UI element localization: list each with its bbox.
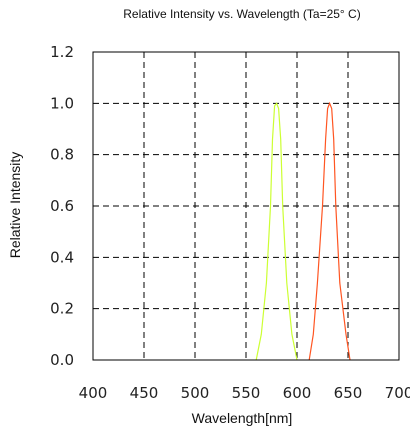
y-tick-label: 0.0 [50, 351, 74, 369]
y-tick-label: 1.2 [50, 43, 74, 61]
y-tick-label: 1.0 [50, 94, 74, 112]
series-line-2 [308, 101, 351, 361]
y-tick-label: 0.8 [50, 146, 74, 164]
x-tick-label: 550 [232, 384, 261, 402]
series-line-1 [255, 102, 298, 361]
x-tick-label: 500 [181, 384, 210, 402]
x-tick-label: 400 [79, 384, 108, 402]
y-tick-label: 0.6 [50, 197, 74, 215]
x-tick-label: 600 [283, 384, 312, 402]
grid [93, 52, 399, 360]
x-axis-ticks: 400 450 500 550 600 650 700 [79, 384, 410, 402]
y-axis-ticks: 0.0 0.2 0.4 0.6 0.8 1.0 1.2 [50, 43, 74, 369]
x-axis-label: Wavelength[nm] [192, 410, 293, 426]
y-axis-label: Relative Intensity [7, 152, 23, 259]
x-tick-label: 700 [385, 384, 410, 402]
x-tick-label: 650 [334, 384, 363, 402]
chart-title: Relative Intensity vs. Wavelength (Ta=25… [123, 7, 360, 21]
x-tick-label: 450 [130, 384, 159, 402]
y-tick-label: 0.4 [50, 248, 74, 266]
plot-frame [92, 51, 400, 361]
y-tick-label: 0.2 [50, 300, 74, 318]
series-layer [255, 101, 351, 361]
